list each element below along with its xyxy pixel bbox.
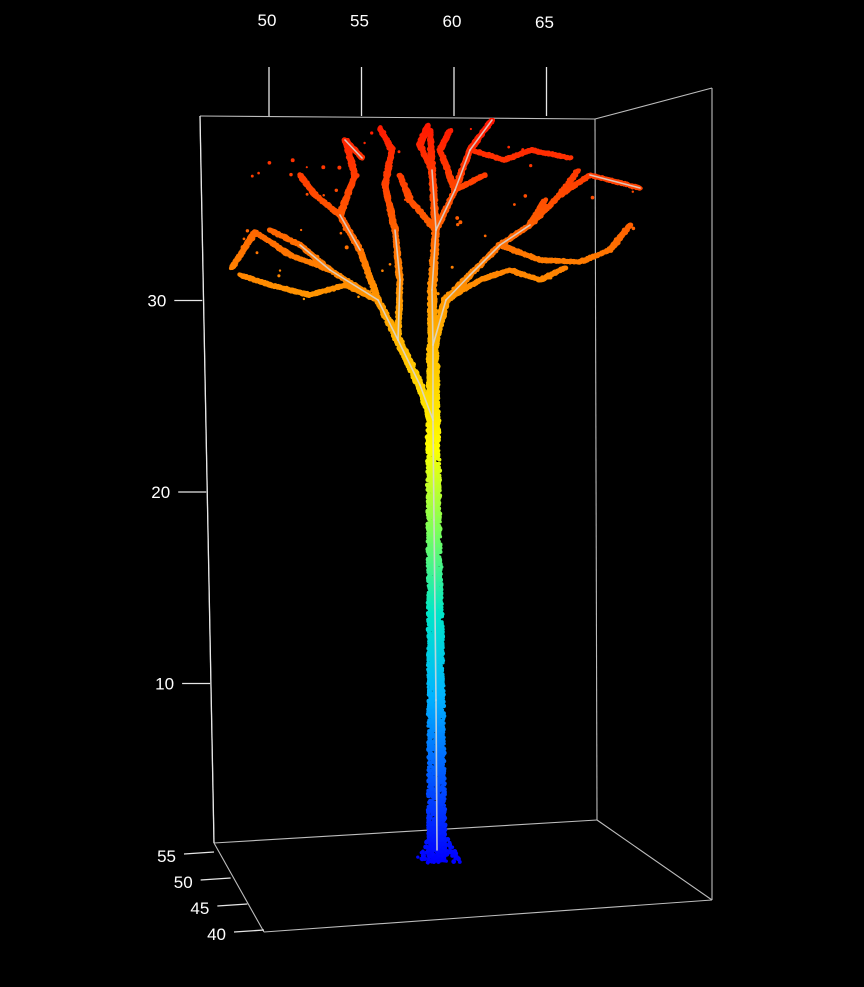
box-edge-front-right (594, 118, 598, 821)
point (428, 821, 434, 827)
point (438, 534, 442, 538)
point (427, 729, 431, 734)
point (439, 676, 445, 682)
point (426, 724, 430, 728)
point (438, 527, 443, 532)
point (436, 434, 442, 440)
point (427, 576, 431, 580)
point (431, 678, 436, 683)
y-tick-label-50: 50 (174, 873, 193, 892)
y-tick-40 (233, 929, 265, 933)
point (440, 605, 444, 609)
point (429, 744, 434, 749)
point (442, 759, 446, 763)
box-edge-floor-left (213, 842, 265, 933)
point (429, 638, 433, 642)
point (427, 542, 431, 545)
point-cloud (228, 117, 643, 865)
point (428, 444, 432, 449)
y-tick-label-40: 40 (207, 925, 226, 944)
point (428, 785, 434, 791)
point (439, 681, 443, 685)
point (433, 781, 437, 785)
point (439, 517, 442, 520)
point (429, 691, 433, 695)
point (427, 800, 432, 805)
point (426, 685, 430, 689)
point (425, 791, 431, 796)
box-edge-top-front (199, 115, 596, 120)
point (442, 822, 448, 828)
box-edge-top-right (594, 87, 713, 120)
bounding-box (199, 87, 713, 933)
point (426, 746, 431, 751)
z-tick-label-30: 30 (147, 292, 166, 311)
point (438, 793, 441, 796)
x-tick-label-65: 65 (535, 13, 554, 32)
point (437, 766, 443, 771)
point (425, 557, 430, 562)
point (441, 769, 446, 775)
point (440, 821, 444, 825)
point (432, 739, 436, 743)
z-axis-line (199, 115, 215, 844)
point (440, 750, 444, 754)
point (428, 764, 433, 768)
point (441, 732, 445, 737)
axes: 50 55 60 65 10 20 30 40 45 50 55 (147, 11, 554, 944)
x-tick-label-50: 50 (258, 11, 277, 30)
point (438, 789, 442, 792)
y-tick-50 (200, 877, 231, 881)
point (427, 498, 430, 502)
point (442, 807, 445, 811)
point (441, 661, 445, 665)
point (438, 810, 441, 813)
point (427, 641, 431, 645)
point (429, 768, 433, 773)
z-tick-label-20: 20 (151, 483, 170, 502)
z-tick-label-10: 10 (155, 675, 174, 694)
point (436, 511, 440, 514)
point (427, 688, 431, 692)
point (431, 770, 436, 775)
y-tick-label-55: 55 (157, 847, 176, 866)
y-tick-55 (183, 851, 215, 855)
x-tick-label-60: 60 (443, 12, 462, 31)
point (427, 719, 431, 723)
point (440, 722, 445, 727)
point (431, 818, 437, 823)
point (427, 771, 432, 776)
point (426, 813, 431, 818)
point (441, 842, 445, 846)
point (436, 364, 440, 368)
y-tick-label-45: 45 (190, 899, 209, 918)
point (442, 796, 446, 800)
box-edge-floor-right (596, 819, 713, 901)
point (440, 726, 446, 732)
point (436, 735, 441, 739)
point (426, 473, 430, 477)
point (427, 476, 432, 481)
point (437, 449, 441, 452)
box-edge-floor-back (213, 819, 598, 844)
point (427, 736, 431, 740)
box-edge-floor-front (263, 899, 713, 933)
point (442, 747, 447, 751)
point (438, 753, 442, 757)
point (439, 649, 443, 654)
point (431, 805, 437, 811)
x-tick-label-55: 55 (350, 12, 369, 31)
point (437, 785, 441, 790)
point (426, 617, 430, 622)
y-tick-45 (217, 903, 248, 907)
